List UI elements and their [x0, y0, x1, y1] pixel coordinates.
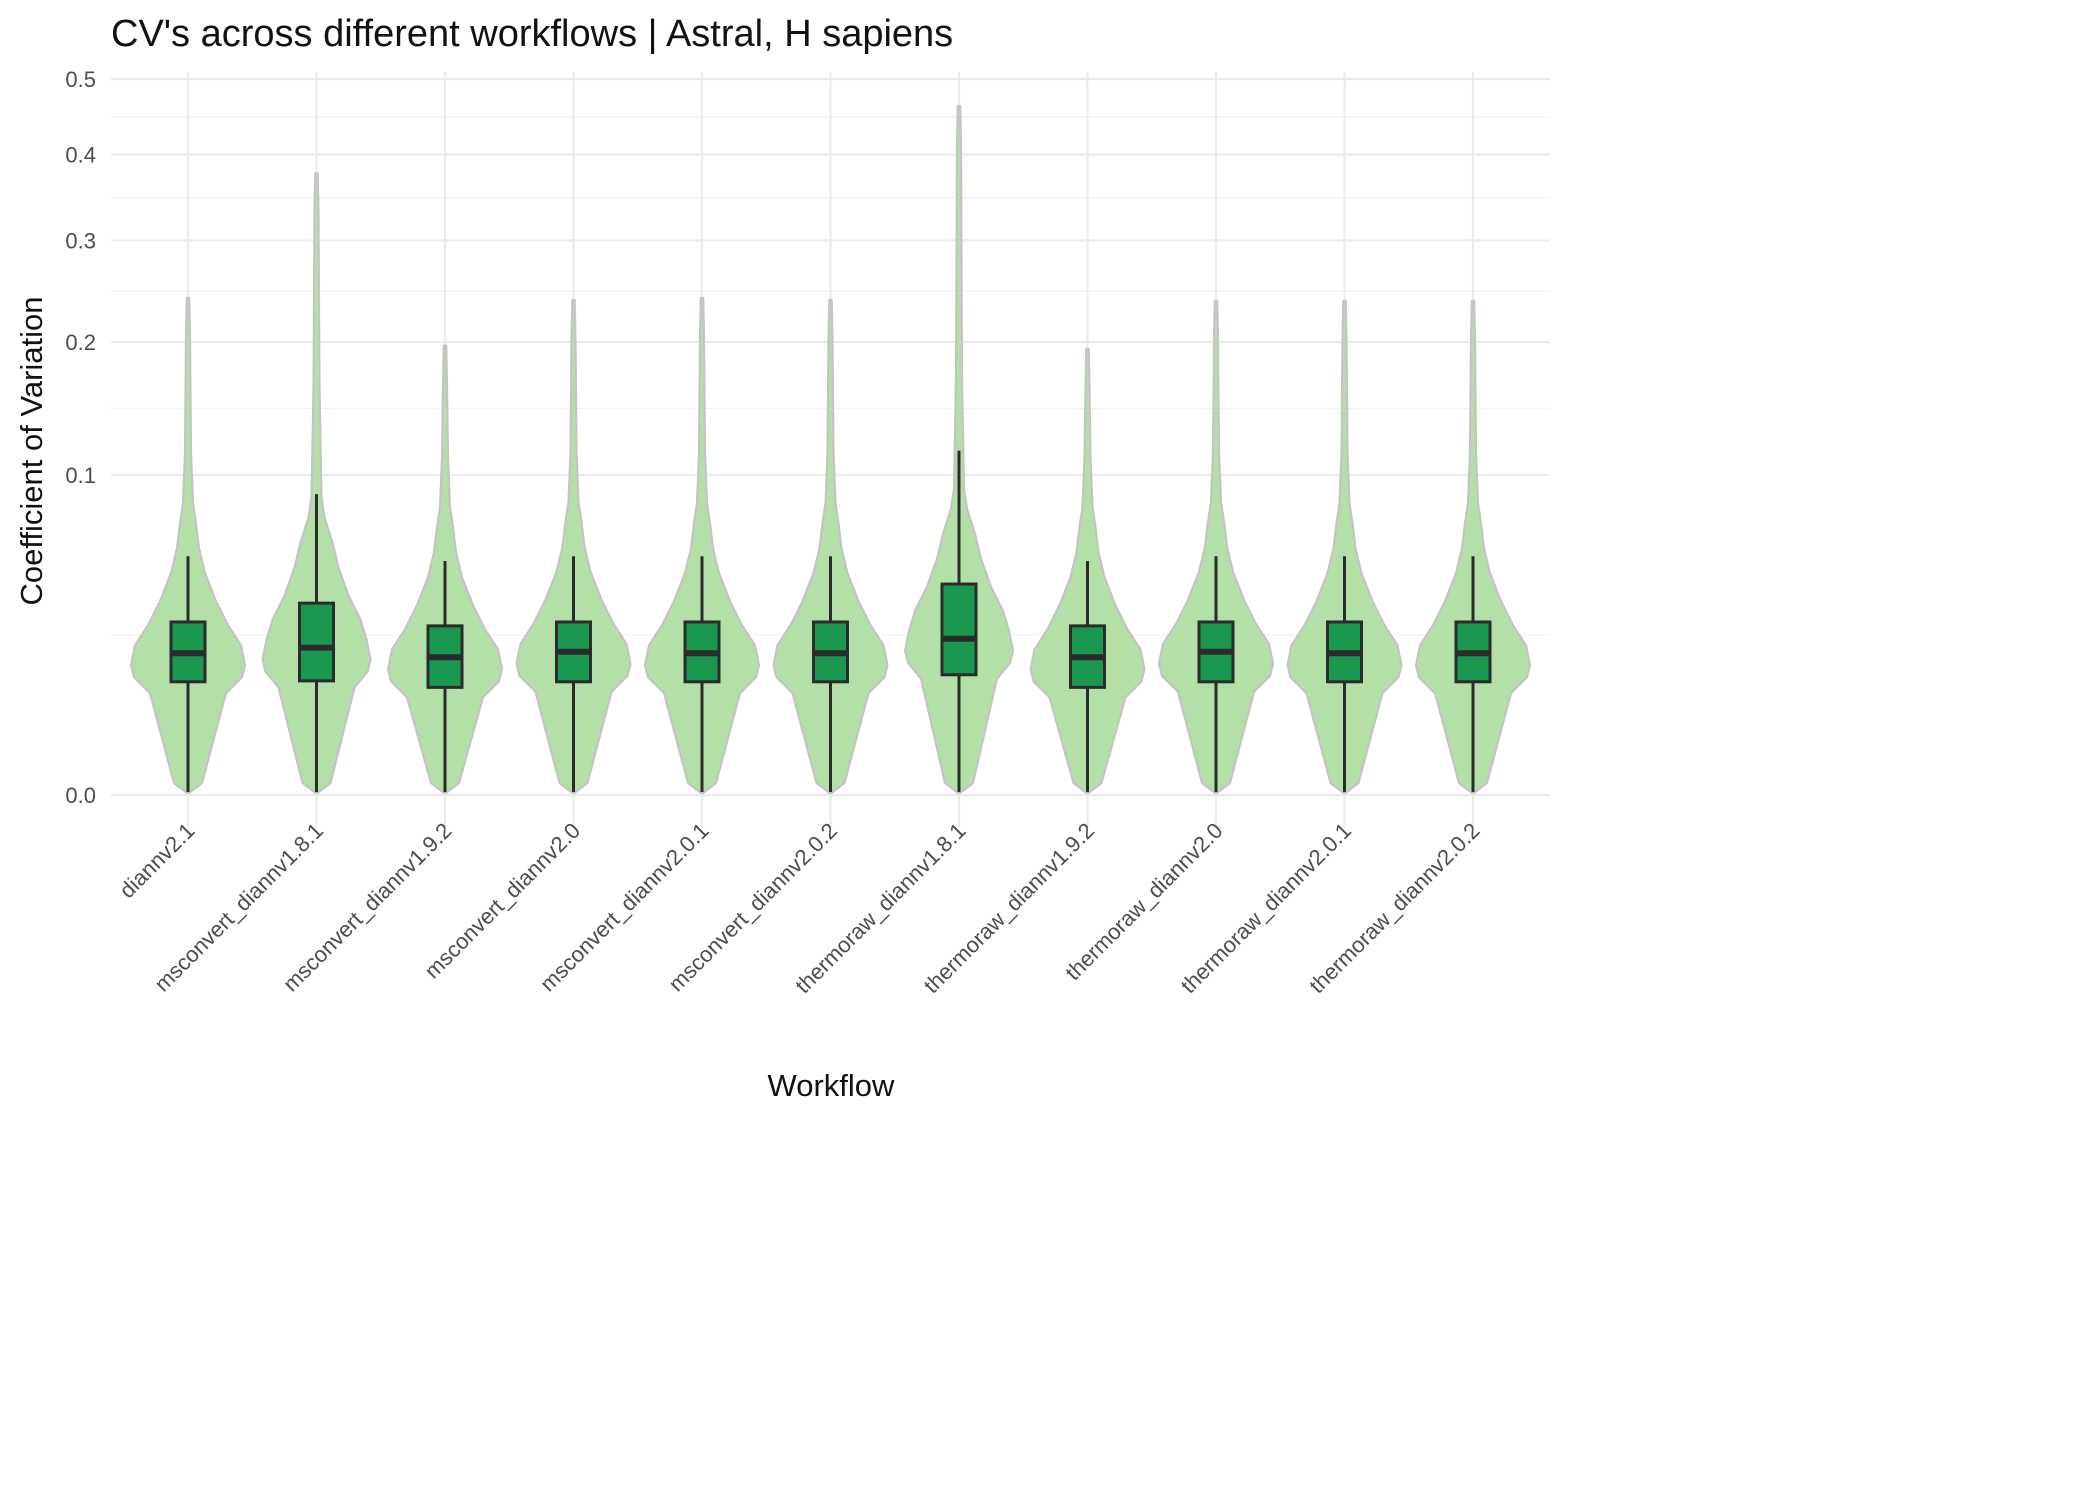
violin: [129, 296, 247, 795]
violin: [1286, 299, 1403, 795]
boxplots: [169, 450, 1492, 792]
y-tick-label: 0.4: [65, 143, 96, 168]
y-tick-label: 0.2: [65, 330, 96, 355]
violin: [1157, 299, 1275, 795]
y-tick-label: 0.1: [65, 463, 96, 488]
violin: [903, 104, 1015, 795]
violin-chart: 0.0 0.1 0.2 0.3 0.4 0.5 diannv2.1msconvert_di…: [14, 13, 1550, 1103]
chart: 0.0 0.1 0.2 0.3 0.4 0.5 diannv2.1 msconvert_di…: [14, 13, 1550, 1103]
y-tick-label: 0.5: [65, 67, 96, 92]
y-axis-ticks: 0.0 0.1 0.2 0.3 0.4 0.5: [65, 67, 96, 808]
y-axis-title: Coefficient of Variation: [14, 296, 49, 605]
violin: [772, 298, 889, 795]
x-axis-ticks: diannv2.1msconvert_diannv1.8.1msconvert_…: [114, 818, 1484, 998]
box: [298, 601, 335, 683]
violin: [261, 172, 372, 795]
x-axis-title: Workflow: [768, 1068, 896, 1103]
violin: [643, 296, 761, 795]
violin: [1414, 299, 1532, 795]
x-tick-label: diannv2.1: [114, 818, 199, 903]
box: [940, 582, 978, 677]
violin: [515, 298, 632, 795]
y-tick-label: 0.3: [65, 228, 96, 253]
chart-title: CV's across different workflows | Astral…: [111, 13, 953, 55]
y-tick-label: 0.0: [65, 783, 96, 808]
